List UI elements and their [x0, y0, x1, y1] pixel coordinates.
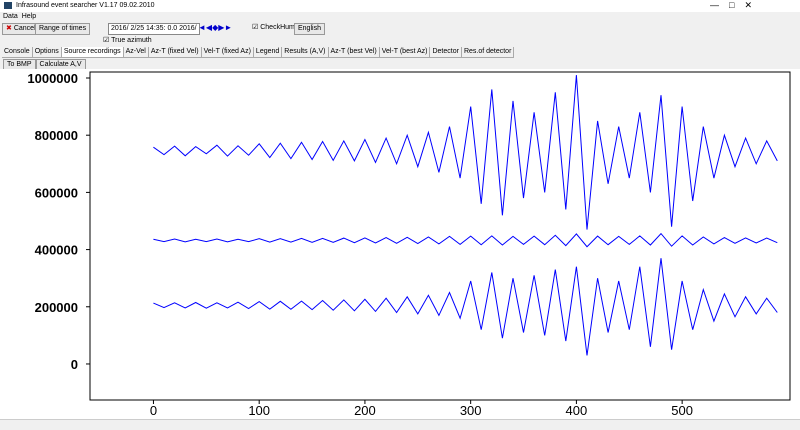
- tab[interactable]: Az-T (fixed Vel): [149, 47, 202, 57]
- checkbox-label: True azimuth: [111, 37, 152, 44]
- tab[interactable]: Source recordings: [61, 47, 124, 57]
- y-tick-label: 600000: [35, 185, 78, 200]
- plot-frame: [89, 71, 791, 401]
- check-human[interactable]: ☑ CheckHumn: [252, 24, 299, 31]
- nav-arrows[interactable]: ◄◀◆▶►: [198, 23, 233, 32]
- time-range-field[interactable]: 2016/ 2/25 14:35: 0.0 2016/ 2/25 14:45: …: [108, 23, 200, 35]
- title-bar: Infrasound event searcher V1.17 09.02.20…: [0, 0, 800, 12]
- menu-bar: Data Help: [3, 13, 36, 20]
- x-tick-label: 400: [566, 403, 588, 418]
- y-tick-label: 800000: [35, 128, 78, 143]
- waveform: [153, 258, 778, 356]
- chart: 0 200000 400000 600000 800000 1000000 0 100 200 3…: [0, 69, 800, 419]
- window-controls[interactable]: — □ ✕: [710, 0, 752, 10]
- waveform: [153, 232, 778, 248]
- window-title: Infrasound event searcher V1.17 09.02.20…: [16, 2, 155, 9]
- chart-background: [0, 69, 800, 419]
- y-tick-label: 200000: [35, 300, 78, 315]
- tab[interactable]: Vel-T (fixed Az): [202, 47, 254, 57]
- x-tick-label: 200: [354, 403, 376, 418]
- true-azimuth[interactable]: ☑ True azimuth: [103, 37, 152, 44]
- app-icon: [4, 2, 12, 9]
- button-label: Cancel: [13, 25, 36, 32]
- tab[interactable]: Console: [2, 47, 33, 57]
- status-bar: [0, 419, 800, 430]
- cancel-button[interactable]: ✖ Cancel: [2, 23, 40, 35]
- tab[interactable]: Options: [33, 47, 62, 57]
- tab[interactable]: Legend: [254, 47, 283, 57]
- tab[interactable]: Az-Vel: [124, 47, 149, 57]
- menu-item[interactable]: Data: [3, 13, 18, 20]
- menu-item[interactable]: Help: [21, 13, 37, 20]
- tab[interactable]: Detector: [430, 47, 462, 57]
- tab-strip: Console Options Source recordings Az-Vel Az-…: [2, 47, 515, 58]
- y-tick-label: 400000: [35, 243, 78, 258]
- checkbox-label: CheckHumn: [260, 24, 299, 31]
- range-button[interactable]: Range of times: [35, 23, 91, 35]
- tab[interactable]: Results (A,V): [282, 47, 329, 57]
- x-tick-label: 0: [150, 403, 157, 418]
- y-tick-label: 1000000: [27, 71, 78, 86]
- x-tick-label: 300: [460, 403, 482, 418]
- x-tick-label: 500: [671, 403, 693, 418]
- y-tick-label: 0: [71, 357, 78, 372]
- tab[interactable]: Vel-T (best Az): [380, 47, 431, 57]
- tab[interactable]: Az-T (best Vel): [329, 47, 380, 57]
- action-buttons: To BMP Calculate A,V: [3, 59, 86, 71]
- tab[interactable]: Res.of detector: [462, 47, 515, 57]
- waveform: [153, 75, 778, 230]
- language-button[interactable]: English: [294, 23, 325, 35]
- x-tick-label: 100: [248, 403, 270, 418]
